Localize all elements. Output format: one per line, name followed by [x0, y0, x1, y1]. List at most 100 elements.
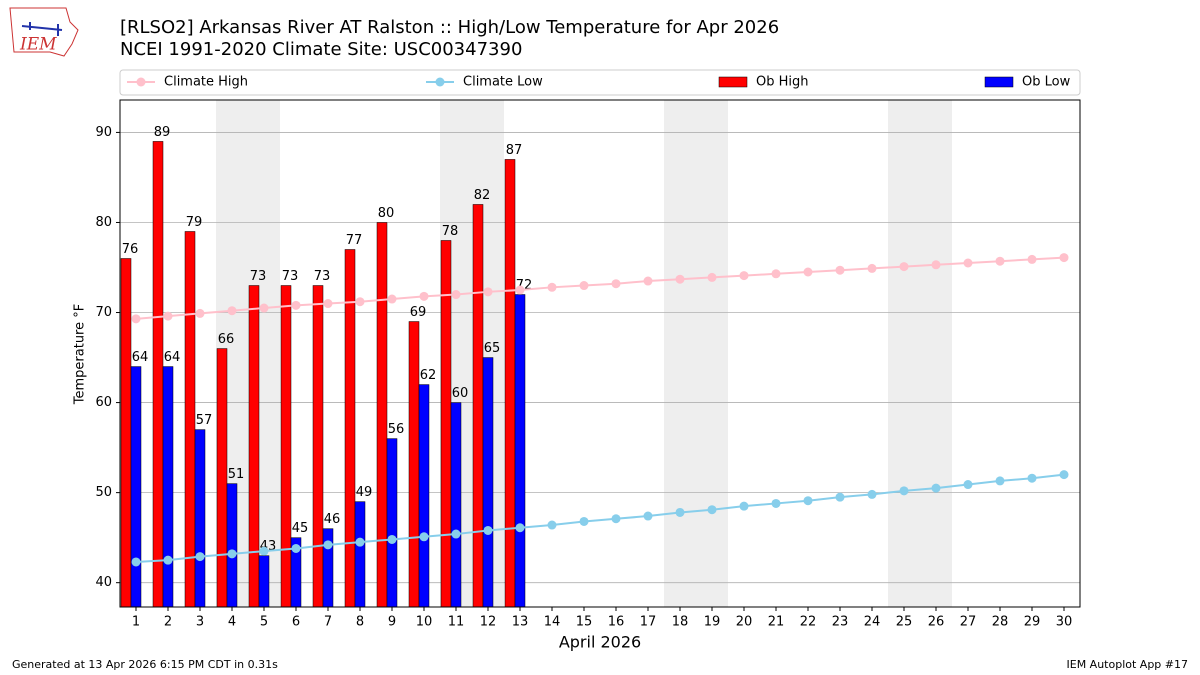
bar	[312, 285, 324, 608]
line-marker	[387, 534, 397, 544]
weekend-shade	[664, 100, 696, 607]
bar	[216, 348, 228, 608]
y-tick-label: 60	[95, 395, 112, 410]
line-marker	[899, 486, 909, 496]
data-label: 62	[420, 368, 437, 383]
line-marker	[355, 537, 365, 547]
data-label: 66	[218, 332, 235, 347]
line-marker	[707, 505, 717, 515]
line-marker	[259, 303, 269, 313]
line-marker	[227, 306, 237, 316]
line-marker	[803, 496, 813, 506]
data-label: 56	[388, 422, 405, 437]
y-tick-label: 50	[95, 485, 112, 500]
line-marker	[515, 285, 525, 295]
line-marker	[611, 514, 621, 524]
bar	[504, 159, 516, 608]
line-marker	[323, 540, 333, 550]
line-marker	[579, 516, 589, 526]
bar	[194, 429, 206, 608]
line-marker	[643, 511, 653, 521]
data-label: 73	[282, 269, 299, 284]
x-tick-label: 1	[132, 615, 140, 630]
line-marker	[1027, 254, 1037, 264]
data-label: 60	[452, 386, 469, 401]
x-tick-label: 15	[576, 615, 593, 630]
bar	[514, 294, 526, 608]
bar	[162, 366, 174, 608]
weekend-shade	[696, 100, 728, 607]
x-tick-label: 23	[832, 615, 849, 630]
data-label: 79	[186, 215, 203, 230]
legend-label: Climate Low	[463, 75, 543, 90]
bar	[354, 501, 366, 608]
x-tick-label: 26	[928, 615, 945, 630]
line-marker	[995, 256, 1005, 266]
bar	[226, 483, 238, 608]
line-marker	[419, 291, 429, 301]
line-marker	[547, 282, 557, 292]
x-tick-label: 9	[388, 615, 396, 630]
line-marker	[515, 523, 525, 533]
x-tick-label: 10	[416, 615, 433, 630]
line-marker	[195, 552, 205, 562]
data-label: 82	[474, 188, 491, 203]
line-marker	[899, 262, 909, 272]
y-tick-label: 80	[95, 215, 112, 230]
data-label: 89	[154, 125, 171, 140]
x-tick-label: 2	[164, 615, 172, 630]
bar	[280, 285, 292, 608]
data-label: 78	[442, 224, 459, 239]
x-tick-label: 3	[196, 615, 204, 630]
weekend-shade	[888, 100, 920, 607]
line-marker	[451, 529, 461, 539]
data-label: 87	[506, 143, 523, 158]
x-tick-label: 19	[704, 615, 721, 630]
line-marker	[451, 290, 461, 300]
data-label: 65	[484, 341, 501, 356]
line-marker	[547, 520, 557, 530]
bar	[184, 231, 196, 608]
x-tick-label: 5	[260, 615, 268, 630]
bar	[120, 258, 132, 608]
data-label: 49	[356, 485, 373, 500]
line-marker	[163, 555, 173, 565]
line-marker	[611, 279, 621, 289]
line-marker	[675, 507, 685, 517]
legend-label: Climate High	[164, 75, 248, 90]
bar	[482, 357, 494, 608]
legend-box	[119, 69, 1081, 96]
legend-marker	[136, 77, 146, 87]
legend-swatch	[718, 76, 748, 88]
logo-icon	[21, 22, 63, 36]
line-marker	[931, 483, 941, 493]
line-marker	[835, 265, 845, 275]
bar	[258, 555, 270, 608]
x-tick-label: 7	[324, 615, 332, 630]
x-tick-label: 13	[512, 615, 529, 630]
x-tick-label: 4	[228, 615, 236, 630]
x-axis-label: April 2026	[559, 633, 641, 652]
bar	[386, 438, 398, 608]
line-marker	[323, 299, 333, 309]
line-marker	[483, 525, 493, 535]
data-label: 64	[164, 350, 181, 365]
logo-outline	[9, 7, 79, 57]
x-tick-label: 16	[608, 615, 625, 630]
y-tick-label: 90	[95, 125, 112, 140]
x-tick-label: 14	[544, 615, 561, 630]
line-marker	[227, 549, 237, 559]
bar	[130, 366, 142, 608]
data-label: 45	[292, 521, 309, 536]
line-marker	[771, 269, 781, 279]
line-marker	[1059, 470, 1069, 480]
line-marker	[739, 271, 749, 281]
plot-frame	[119, 99, 1081, 608]
data-label: 77	[346, 233, 363, 248]
x-tick-label: 27	[960, 615, 977, 630]
bar	[472, 204, 484, 608]
line-marker	[579, 281, 589, 291]
x-tick-label: 11	[448, 615, 465, 630]
line-marker	[963, 258, 973, 268]
